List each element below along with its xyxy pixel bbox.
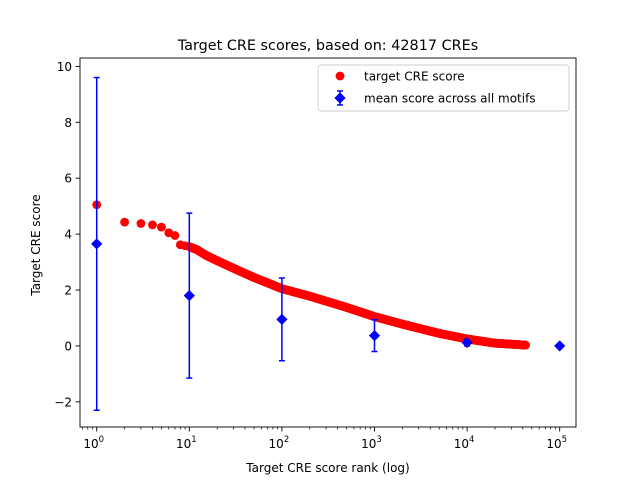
x-tick-label-exponent: 1 — [191, 435, 196, 445]
legend: target CRE score mean score across all mo… — [317, 64, 570, 112]
x-tick-label: 100 — [83, 435, 104, 451]
x-tick-label-exponent: 4 — [469, 435, 474, 445]
x-tick-label-exponent: 3 — [376, 435, 381, 445]
y-tick-label: 0 — [64, 339, 72, 353]
blue-data-point — [461, 336, 473, 349]
y-tick-label: 6 — [64, 172, 72, 186]
y-tick-label: 4 — [64, 228, 72, 242]
y-tick-label: −2 — [54, 395, 72, 409]
x-tick-label: 104 — [454, 435, 475, 451]
x-tick-label-base: 10 — [176, 437, 191, 451]
x-tick-label-base: 10 — [269, 437, 284, 451]
x-tick-label-base: 10 — [546, 437, 561, 451]
chart-title: Target CRE scores, based on: 42817 CREs — [177, 38, 478, 54]
x-tick-label: 102 — [269, 435, 290, 451]
x-tick-label-exponent: 2 — [284, 435, 289, 445]
legend-blue-marker — [334, 92, 346, 104]
blue-data-point — [91, 238, 103, 250]
legend-label-mean-score: mean score across all motifs — [364, 92, 536, 106]
legend-red-marker — [335, 71, 345, 81]
red-data-point — [157, 222, 166, 232]
blue-data-point — [554, 340, 566, 352]
x-tick-label-base: 10 — [454, 437, 469, 451]
axes-frame — [79, 57, 577, 428]
blue-data-point — [276, 313, 288, 325]
x-tick-label-base: 10 — [83, 437, 98, 451]
x-tick-label-base: 10 — [361, 437, 376, 451]
x-tick-label: 103 — [361, 435, 382, 451]
red-data-point — [136, 219, 146, 228]
red-data-point — [521, 340, 530, 350]
blue-data-point — [368, 329, 381, 342]
x-tick-label-exponent: 0 — [99, 435, 104, 445]
red-data-point — [170, 231, 180, 240]
legend-box — [317, 64, 570, 112]
y-axis-label: Target CRE score — [29, 194, 43, 296]
x-axis-label: Target CRE score rank (log) — [245, 461, 409, 475]
red-data-point — [120, 217, 129, 227]
y-tick-label: 8 — [64, 116, 72, 130]
legend-label-target-cre-score: target CRE score — [364, 70, 465, 84]
x-tick-label: 101 — [176, 435, 197, 451]
y-tick-label: 2 — [64, 284, 72, 298]
x-tick-label: 105 — [546, 435, 567, 451]
y-tick-label: 10 — [57, 60, 72, 74]
red-data-point — [148, 220, 157, 230]
blue-data-point — [183, 290, 195, 302]
plot-area — [91, 76, 566, 411]
x-tick-label-exponent: 5 — [562, 435, 567, 445]
